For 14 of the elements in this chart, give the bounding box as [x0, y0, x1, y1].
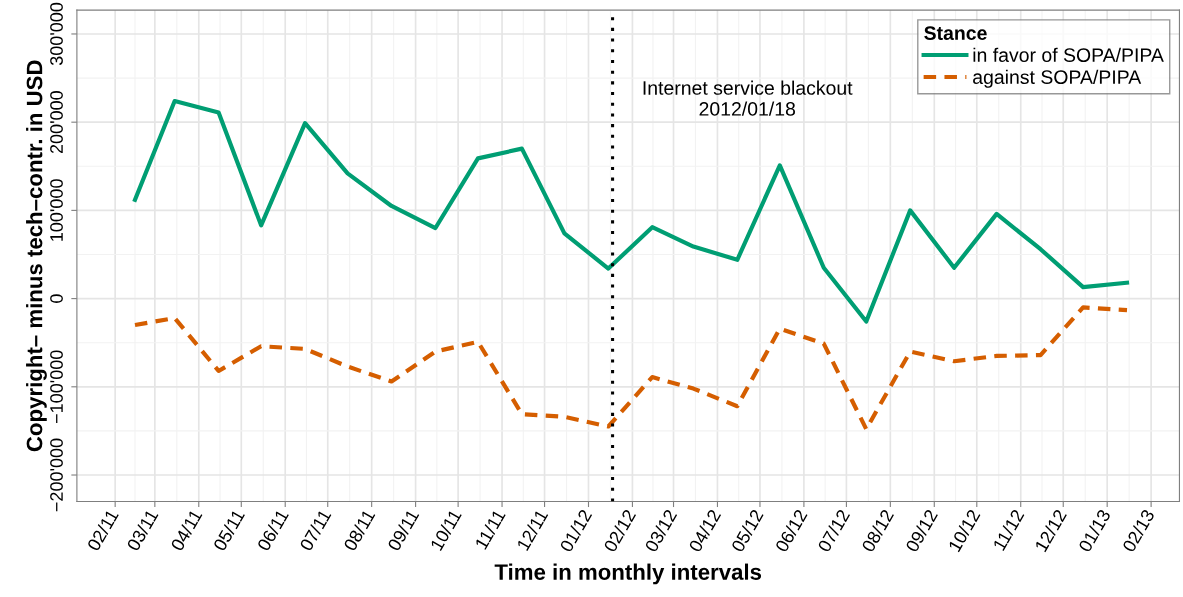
y-tick-label: 0 [50, 294, 63, 303]
x-axis-title: Time in monthly intervals [494, 563, 762, 585]
y-tick-label: 200'000 [50, 91, 63, 154]
ref-line-label: Internet service blackout 2012/01/18 [643, 80, 853, 116]
legend-title: Stance [924, 26, 987, 40]
y-tick-label: 300'000 [50, 2, 63, 66]
y-tick-label: −100'000 [50, 350, 63, 424]
y-axis-title: Copyright– minus tech–contr. in USD [26, 60, 47, 452]
y-tick-label: −200'000 [50, 438, 63, 512]
legend-label: in favor of SOPA/PIPA [973, 47, 1164, 62]
legend-label: against SOPA/PIPA [973, 69, 1142, 88]
line-series [132, 305, 1130, 432]
y-tick-label: 100'000 [50, 179, 63, 241]
line-series [132, 98, 1130, 324]
